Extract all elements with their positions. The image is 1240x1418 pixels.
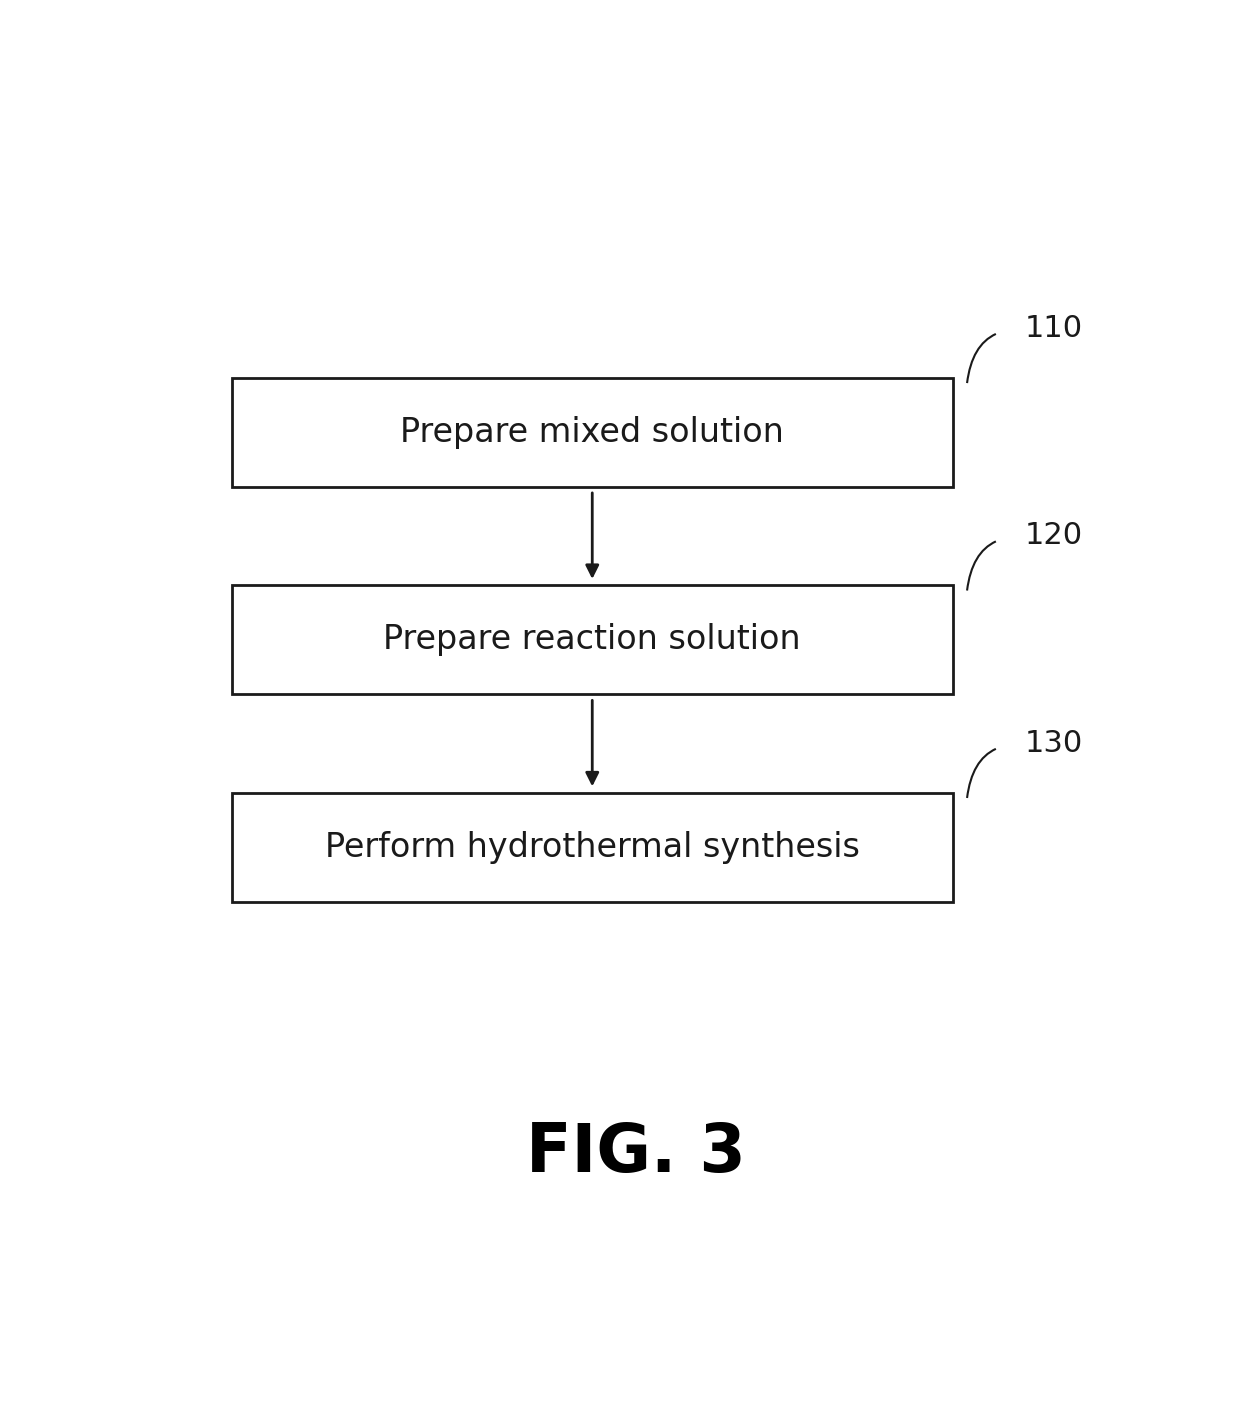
Text: FIG. 3: FIG. 3 [526, 1120, 745, 1185]
Bar [232, 377, 952, 486]
Bar [232, 586, 952, 695]
Bar [232, 793, 952, 902]
Text: 120: 120 [1024, 522, 1083, 550]
Text: Prepare mixed solution: Prepare mixed solution [401, 415, 784, 448]
Text: Perform hydrothermal synthesis: Perform hydrothermal synthesis [325, 831, 859, 864]
Text: 130: 130 [1024, 729, 1083, 757]
Text: 110: 110 [1024, 313, 1083, 343]
Text: Prepare reaction solution: Prepare reaction solution [383, 623, 801, 657]
